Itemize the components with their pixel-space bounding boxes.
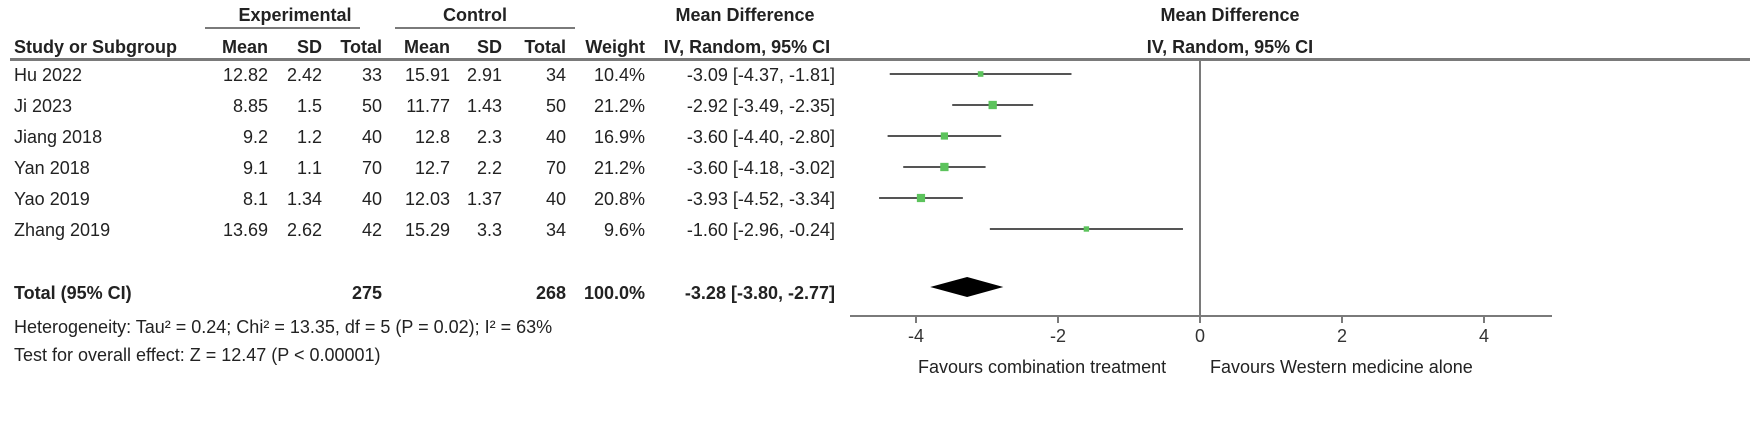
- study-c-sd: 3.3: [476, 220, 502, 240]
- experimental-group-header: Experimental: [238, 5, 352, 25]
- study-c-total: 34: [545, 220, 566, 240]
- study-name: Hu 2022: [14, 65, 83, 85]
- study-e-total: 33: [361, 65, 382, 85]
- point-estimate: [977, 71, 984, 77]
- study-e-total: 70: [361, 158, 382, 178]
- point-estimate: [988, 100, 997, 110]
- study-c-mean: 15.91: [404, 65, 450, 85]
- study-name: Yao 2019: [14, 189, 90, 209]
- total-exp-n: 275: [351, 283, 382, 303]
- ctrl-mean-header: Mean: [403, 37, 450, 57]
- study-c-total: 40: [545, 189, 566, 209]
- study-c-mean: 15.29: [404, 220, 450, 240]
- study-c-mean: 11.77: [406, 96, 450, 116]
- study-ci-text: -3.93 [-4.52, -3.34]: [686, 189, 835, 209]
- ctrl-total-header: Total: [524, 37, 566, 57]
- study-e-total: 40: [361, 189, 382, 209]
- method-header-left: IV, Random, 95% CI: [663, 37, 831, 57]
- control-group-header: Control: [443, 5, 507, 25]
- study-weight: 20.8%: [593, 189, 645, 209]
- study-e-mean: 8.85: [232, 96, 268, 116]
- study-name: Zhang 2019: [14, 220, 111, 240]
- study-weight: 21.2%: [593, 158, 645, 178]
- study-e-mean: 8.1: [242, 189, 268, 209]
- study-name: Ji 2023: [14, 96, 73, 116]
- study-e-mean: 9.1: [242, 158, 268, 178]
- mean-difference-header-right: Mean Difference: [1160, 5, 1300, 25]
- study-name: Jiang 2018: [14, 127, 103, 147]
- pooled-diamond: [930, 277, 1004, 297]
- point-estimate: [940, 162, 949, 172]
- study-ci-text: -3.60 [-4.40, -2.80]: [686, 127, 835, 147]
- study-c-total: 70: [545, 158, 566, 178]
- study-e-total: 50: [361, 96, 382, 116]
- x-tick-label: 0: [1195, 326, 1205, 346]
- study-c-total: 50: [545, 96, 566, 116]
- study-weight: 21.2%: [593, 96, 645, 116]
- exp-sd-header: SD: [296, 37, 322, 57]
- ctrl-sd-header: SD: [476, 37, 502, 57]
- study-c-mean: 12.03: [404, 189, 450, 209]
- study-e-sd: 1.2: [296, 127, 322, 147]
- study-e-sd: 2.62: [286, 220, 322, 240]
- study-c-mean: 12.8: [414, 127, 450, 147]
- point-estimate: [1083, 226, 1090, 232]
- study-c-sd: 1.37: [466, 189, 502, 209]
- favours-left-label: Favours combination treatment: [918, 357, 1167, 377]
- study-ci-text: -3.60 [-4.18, -3.02]: [686, 158, 835, 178]
- study-weight: 16.9%: [593, 127, 645, 147]
- study-e-mean: 12.82: [222, 65, 268, 85]
- study-ci-text: -3.09 [-4.37, -1.81]: [686, 65, 835, 85]
- exp-total-header: Total: [340, 37, 382, 57]
- study-e-mean: 13.69: [222, 220, 268, 240]
- study-weight: 9.6%: [603, 220, 645, 240]
- study-column-header: Study or Subgroup: [14, 37, 177, 57]
- study-e-sd: 1.34: [286, 189, 322, 209]
- favours-right-label: Favours Western medicine alone: [1210, 357, 1473, 377]
- heterogeneity-text: Heterogeneity: Tau² = 0.24; Chi² = 13.35…: [14, 317, 553, 337]
- method-header-right: IV, Random, 95% CI: [1146, 37, 1314, 57]
- study-e-mean: 9.2: [242, 127, 268, 147]
- x-tick-label: 2: [1337, 326, 1347, 346]
- study-e-sd: 2.42: [286, 65, 322, 85]
- study-e-sd: 1.1: [296, 158, 322, 178]
- study-c-total: 34: [545, 65, 566, 85]
- study-c-sd: 2.3: [476, 127, 502, 147]
- point-estimate: [940, 132, 949, 140]
- x-tick-label: -2: [1050, 326, 1066, 346]
- mean-difference-header-left: Mean Difference: [675, 5, 815, 25]
- study-c-sd: 2.2: [476, 158, 502, 178]
- total-ci: -3.28 [-3.80, -2.77]: [684, 283, 835, 303]
- study-c-mean: 12.7: [414, 158, 450, 178]
- study-ci-text: -1.60 [-2.96, -0.24]: [686, 220, 835, 240]
- total-weight: 100.0%: [583, 283, 645, 303]
- overall-effect-text: Test for overall effect: Z = 12.47 (P < …: [14, 345, 381, 365]
- study-e-total: 40: [361, 127, 382, 147]
- study-c-sd: 1.43: [466, 96, 502, 116]
- weight-header: Weight: [585, 37, 645, 57]
- total-label: Total (95% CI): [14, 283, 132, 303]
- x-tick-label: -4: [908, 326, 924, 346]
- x-tick-label: 4: [1479, 326, 1489, 346]
- point-estimate: [916, 193, 926, 203]
- study-name: Yan 2018: [14, 158, 90, 178]
- total-ctrl-n: 268: [535, 283, 566, 303]
- study-ci-text: -2.92 [-3.49, -2.35]: [686, 96, 835, 116]
- study-e-total: 42: [361, 220, 382, 240]
- study-c-total: 40: [545, 127, 566, 147]
- study-e-sd: 1.5: [296, 96, 322, 116]
- study-weight: 10.4%: [593, 65, 645, 85]
- study-c-sd: 2.91: [466, 65, 502, 85]
- exp-mean-header: Mean: [221, 37, 268, 57]
